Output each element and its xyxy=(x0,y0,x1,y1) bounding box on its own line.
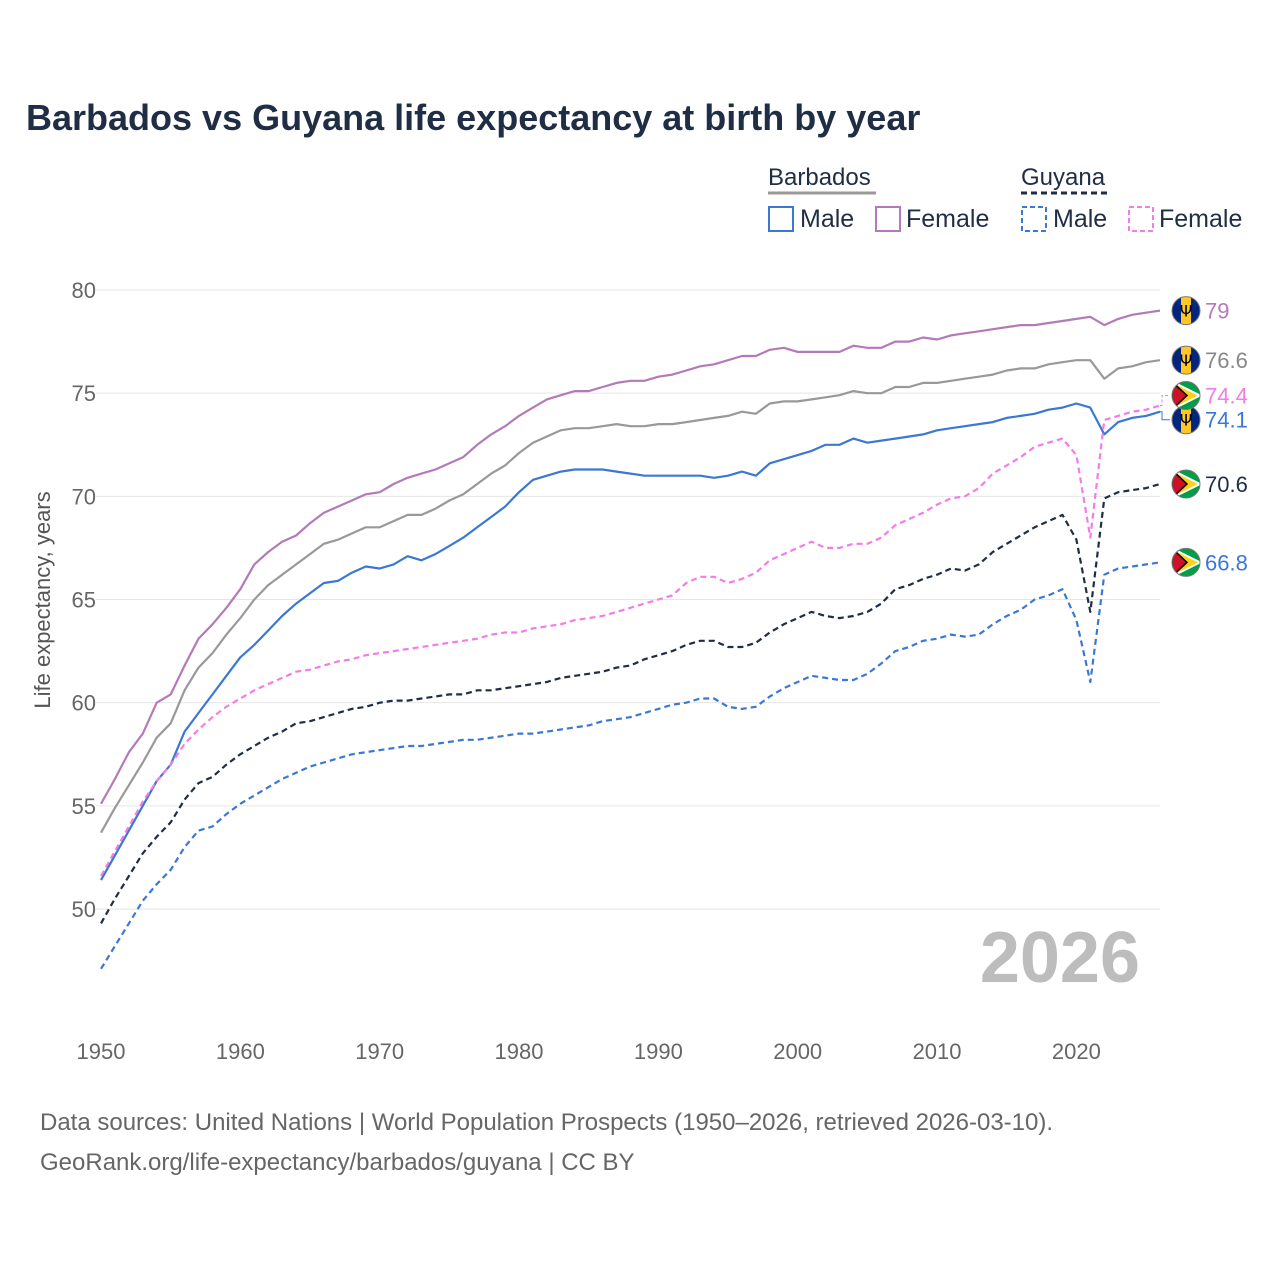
legend-group-guyana: Guyana xyxy=(1021,164,1106,191)
legend-guyana-female-swatch xyxy=(1128,206,1154,232)
y-axis: 50 55 60 65 70 75 80 xyxy=(72,278,96,922)
legend-guyana-male-label: Male xyxy=(1053,205,1107,233)
y-tick-label: 60 xyxy=(72,691,96,716)
y-tick-label: 80 xyxy=(72,278,96,303)
series-line-guyana-female xyxy=(100,404,1161,877)
series-line-guyana-male xyxy=(100,561,1161,970)
end-value-label: 70.6 xyxy=(1205,472,1248,497)
legend-barbados-female-swatch xyxy=(875,206,901,232)
series-line-barbados-male xyxy=(100,402,1161,881)
end-value-label: 66.8 xyxy=(1205,550,1248,575)
y-tick-label: 70 xyxy=(72,484,96,509)
x-tick-label: 1990 xyxy=(634,1039,683,1064)
end-label-barbados-female: Ψ 79 xyxy=(1171,296,1229,326)
end-label-guyana-male: 66.8 xyxy=(1171,547,1248,577)
legend-guyana-female-label: Female xyxy=(1159,205,1242,233)
svg-text:Ψ: Ψ xyxy=(1180,302,1193,321)
end-labels: Ψ 79 Ψ 76.6 Ψ 74.174.4 70.6 66.8 xyxy=(1160,296,1248,577)
grid-layer xyxy=(96,289,1160,910)
end-label-connector xyxy=(1160,411,1170,421)
y-axis-label: Life expectancy, years xyxy=(30,491,55,708)
series-layer xyxy=(100,309,1161,970)
legend-barbados-female-label: Female xyxy=(906,205,989,233)
x-tick-label: 1980 xyxy=(495,1039,544,1064)
barbados-flag-icon: Ψ xyxy=(1171,296,1201,326)
legend: Barbados Male Female Guyana Male Female xyxy=(768,164,1242,233)
end-value-label: 74.1 xyxy=(1205,408,1248,433)
source-line-1: Data sources: United Nations | World Pop… xyxy=(40,1109,1053,1136)
end-label-guyana-total: 70.6 xyxy=(1171,469,1248,499)
x-tick-label: 2000 xyxy=(773,1039,822,1064)
legend-barbados-male-label: Male xyxy=(800,205,854,233)
y-tick-label: 55 xyxy=(72,794,96,819)
legend-guyana-male-swatch xyxy=(1021,206,1047,232)
end-value-label: 79 xyxy=(1205,299,1229,324)
x-tick-label: 2020 xyxy=(1052,1039,1101,1064)
series-line-guyana-total xyxy=(100,482,1161,924)
series-line-barbados-total xyxy=(100,359,1161,834)
y-tick-label: 50 xyxy=(72,897,96,922)
legend-group-barbados: Barbados xyxy=(768,164,871,191)
end-label-connector xyxy=(1160,395,1170,407)
legend-barbados-male-swatch xyxy=(768,206,794,232)
chart-title: Barbados vs Guyana life expectancy at bi… xyxy=(26,97,920,138)
end-label-barbados-male: Ψ 74.1 xyxy=(1160,405,1248,435)
y-tick-label: 75 xyxy=(72,381,96,406)
source-line-2: GeoRank.org/life-expectancy/barbados/guy… xyxy=(40,1149,635,1176)
guyana-flag-icon xyxy=(1171,469,1201,499)
svg-text:Ψ: Ψ xyxy=(1180,411,1193,430)
x-axis: 1950 1960 1970 1980 1990 2000 2010 2020 xyxy=(77,1039,1101,1064)
x-tick-label: 1970 xyxy=(355,1039,404,1064)
x-tick-label: 1950 xyxy=(77,1039,126,1064)
end-label-guyana-female: 74.4 xyxy=(1160,381,1248,411)
barbados-flag-icon: Ψ xyxy=(1171,405,1201,435)
end-value-label: 74.4 xyxy=(1205,384,1248,409)
x-tick-label: 1960 xyxy=(216,1039,265,1064)
year-watermark: 2026 xyxy=(980,918,1140,998)
barbados-flag-icon: Ψ xyxy=(1171,345,1201,375)
y-tick-label: 65 xyxy=(72,588,96,613)
x-tick-label: 2010 xyxy=(913,1039,962,1064)
end-label-barbados-total: Ψ 76.6 xyxy=(1171,345,1248,375)
guyana-flag-icon xyxy=(1171,547,1201,577)
end-value-label: 76.6 xyxy=(1205,348,1248,373)
guyana-flag-icon xyxy=(1171,381,1201,411)
svg-text:Ψ: Ψ xyxy=(1180,351,1193,370)
series-line-barbados-female xyxy=(100,309,1161,805)
